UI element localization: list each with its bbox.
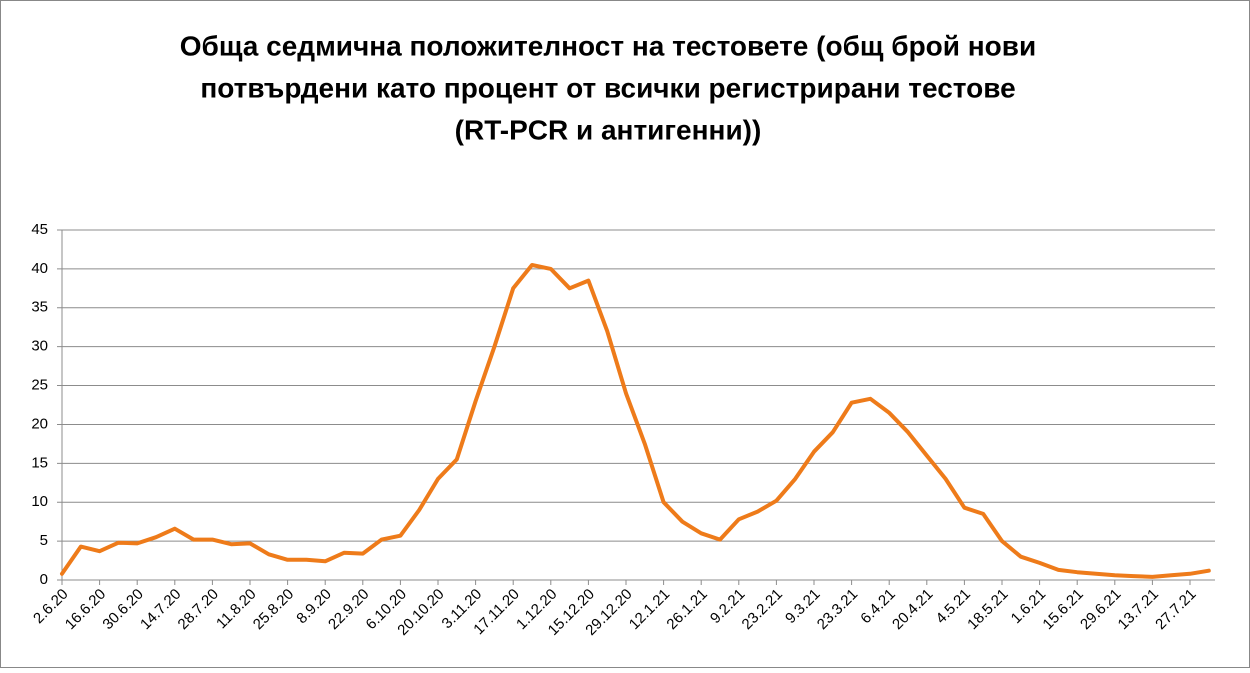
chart-title: Обща седмична положителност на тестовете… bbox=[180, 30, 1036, 61]
y-tick-label: 30 bbox=[31, 338, 48, 355]
y-tick-label: 20 bbox=[31, 415, 48, 432]
y-tick-label: 15 bbox=[31, 454, 48, 471]
y-tick-label: 40 bbox=[31, 260, 48, 277]
y-tick-label: 45 bbox=[31, 221, 48, 238]
data-line bbox=[60, 263, 1211, 579]
y-tick-label: 0 bbox=[40, 571, 48, 588]
y-tick-label: 25 bbox=[31, 377, 48, 394]
chart-title: (RT-PCR и антигенни)) bbox=[455, 114, 762, 145]
y-tick-label: 35 bbox=[31, 299, 48, 316]
y-tick-label: 5 bbox=[40, 532, 48, 549]
chart-title: потвърдени като процент от всички регист… bbox=[200, 72, 1015, 103]
y-tick-label: 10 bbox=[31, 493, 48, 510]
